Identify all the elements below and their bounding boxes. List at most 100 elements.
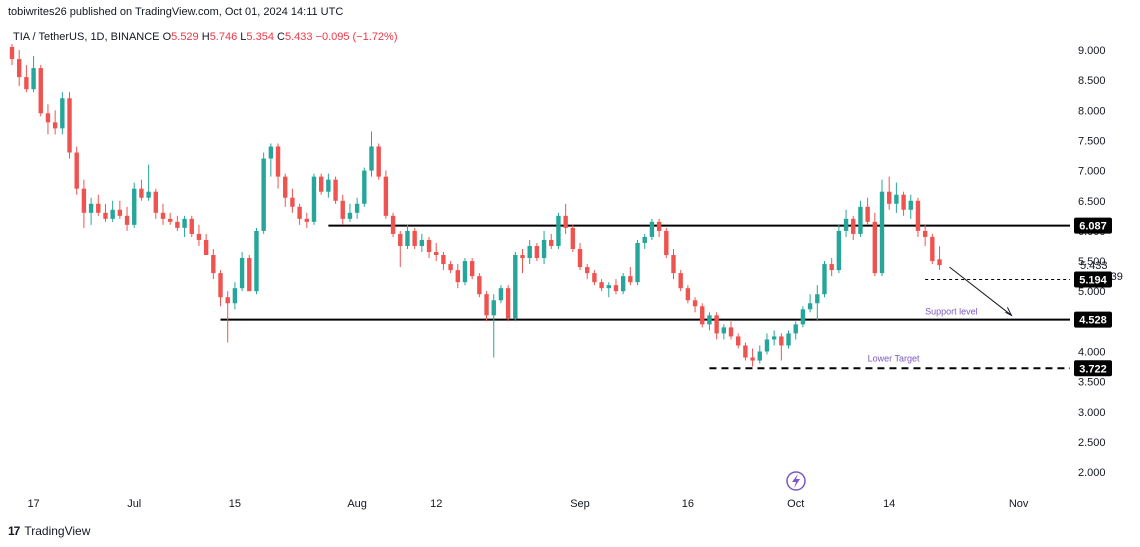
- candle-body[interactable]: [383, 176, 389, 216]
- candle-body[interactable]: [714, 315, 719, 334]
- candle-body[interactable]: [225, 297, 230, 304]
- candle-body[interactable]: [182, 218, 187, 228]
- candle-body[interactable]: [937, 259, 942, 266]
- candle-body[interactable]: [211, 255, 216, 274]
- candle-body[interactable]: [541, 239, 547, 259]
- candle-body[interactable]: [520, 255, 525, 259]
- candle-body[interactable]: [642, 236, 647, 243]
- candle-body[interactable]: [462, 261, 468, 283]
- candle-body[interactable]: [347, 212, 353, 219]
- candle-body[interactable]: [685, 288, 691, 301]
- candle-body[interactable]: [405, 230, 410, 246]
- candle-body[interactable]: [96, 203, 101, 213]
- candle-body[interactable]: [333, 179, 338, 201]
- candle-body[interactable]: [664, 230, 669, 256]
- candle-body[interactable]: [455, 270, 460, 283]
- candle-body[interactable]: [369, 146, 374, 171]
- candle-body[interactable]: [376, 146, 381, 177]
- candle-body[interactable]: [800, 309, 806, 325]
- candle-body[interactable]: [728, 327, 734, 337]
- candle-body[interactable]: [865, 206, 870, 222]
- candle-body[interactable]: [16, 59, 22, 78]
- candle-body[interactable]: [505, 288, 511, 319]
- candle-body[interactable]: [60, 98, 65, 129]
- candle-body[interactable]: [232, 288, 238, 304]
- candle-body[interactable]: [239, 258, 245, 289]
- candle-body[interactable]: [434, 252, 439, 256]
- candle-body[interactable]: [340, 200, 345, 219]
- candle-body[interactable]: [311, 176, 317, 222]
- candle-body[interactable]: [491, 300, 496, 316]
- candle-body[interactable]: [692, 300, 698, 307]
- candle-body[interactable]: [254, 230, 259, 292]
- candle-body[interactable]: [779, 336, 784, 346]
- candle-body[interactable]: [419, 239, 425, 246]
- candle-body[interactable]: [656, 221, 662, 231]
- candle-body[interactable]: [412, 230, 417, 246]
- candle-body[interactable]: [807, 303, 813, 310]
- candle-body[interactable]: [124, 215, 130, 225]
- candle-body[interactable]: [736, 336, 741, 346]
- candle-body[interactable]: [38, 68, 43, 114]
- tradingview-footer[interactable]: 17 TradingView: [8, 524, 90, 538]
- candle-body[interactable]: [527, 245, 532, 259]
- candle-body[interactable]: [304, 218, 309, 222]
- candle-body[interactable]: [484, 294, 489, 316]
- candle-body[interactable]: [196, 233, 202, 240]
- candle-body[interactable]: [922, 230, 928, 237]
- candle-body[interactable]: [398, 233, 403, 246]
- candle-body[interactable]: [678, 273, 683, 289]
- candle-body[interactable]: [901, 194, 906, 210]
- candle-body[interactable]: [45, 113, 51, 123]
- candle-body[interactable]: [757, 351, 762, 361]
- candle-body[interactable]: [160, 212, 166, 219]
- candle-body[interactable]: [585, 267, 590, 274]
- candle-body[interactable]: [297, 206, 302, 219]
- candle-body[interactable]: [9, 46, 15, 60]
- candle-body[interactable]: [290, 197, 295, 207]
- candle-body[interactable]: [175, 221, 180, 228]
- candle-body[interactable]: [549, 239, 554, 246]
- candle-body[interactable]: [700, 306, 705, 325]
- candle-body[interactable]: [498, 288, 504, 301]
- candle-body[interactable]: [771, 336, 777, 340]
- candle-body[interactable]: [426, 239, 432, 253]
- candle-body[interactable]: [153, 191, 159, 213]
- candle-body[interactable]: [469, 261, 475, 277]
- candle-body[interactable]: [167, 218, 173, 222]
- candle-body[interactable]: [354, 203, 360, 213]
- candle-body[interactable]: [843, 218, 849, 231]
- candle-body[interactable]: [326, 179, 331, 192]
- candle-body[interactable]: [67, 98, 72, 153]
- candle-body[interactable]: [132, 188, 137, 225]
- candle-body[interactable]: [556, 215, 561, 246]
- candle-body[interactable]: [563, 215, 568, 228]
- candle-body[interactable]: [851, 218, 856, 234]
- candle-body[interactable]: [829, 264, 834, 271]
- candle-body[interactable]: [103, 212, 108, 219]
- candle-body[interactable]: [117, 209, 123, 216]
- candle-body[interactable]: [268, 146, 274, 159]
- candle-body[interactable]: [815, 294, 820, 304]
- candle-body[interactable]: [649, 221, 655, 237]
- candle-body[interactable]: [318, 176, 324, 192]
- candle-body[interactable]: [750, 357, 755, 361]
- candle-body[interactable]: [743, 345, 748, 358]
- candle-body[interactable]: [872, 221, 878, 274]
- candle-body[interactable]: [635, 242, 640, 283]
- candle-body[interactable]: [764, 339, 770, 352]
- candle-body[interactable]: [886, 191, 892, 204]
- candle-body[interactable]: [88, 203, 94, 213]
- candle-body[interactable]: [822, 264, 827, 295]
- symbol-name[interactable]: TIA / TetherUS, 1D, BINANCE: [13, 31, 160, 43]
- candle-body[interactable]: [441, 255, 446, 265]
- candle-body[interactable]: [620, 276, 626, 292]
- candle-body[interactable]: [139, 188, 144, 198]
- lightning-badge-icon[interactable]: [786, 471, 806, 491]
- candle-body[interactable]: [793, 324, 798, 334]
- candle-body[interactable]: [390, 215, 396, 234]
- candle-body[interactable]: [189, 218, 194, 234]
- candle-body[interactable]: [362, 170, 367, 204]
- candle-body[interactable]: [592, 273, 597, 283]
